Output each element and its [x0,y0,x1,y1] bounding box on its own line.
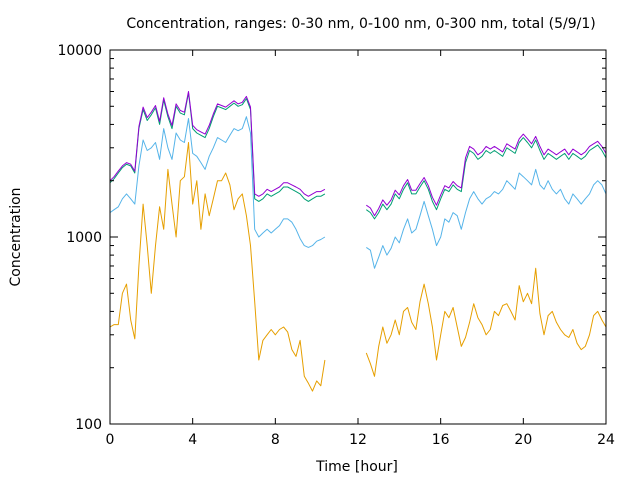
chart-title: Concentration, ranges: 0-30 nm, 0-100 nm… [126,16,595,32]
series-line-2 [366,168,607,269]
plot-area [109,91,607,392]
y-tick-label: 10000 [57,43,102,59]
y-tick-label: 100 [75,417,102,433]
x-tick-label: 0 [106,432,115,448]
x-tick-label: 16 [432,432,450,448]
x-axis-label: Time [hour] [315,459,398,475]
series-line-3 [366,137,607,220]
x-tick-label: 8 [271,432,280,448]
series-line-4 [109,91,326,197]
series-line-4 [366,133,607,217]
x-tick-label: 12 [349,432,367,448]
x-tick-label: 20 [514,432,532,448]
x-tick-label: 24 [597,432,615,448]
series-line-1 [365,267,607,377]
series-line-3 [109,92,326,202]
series-line-1 [109,142,326,392]
axes: 0 4 8 12 16 20 24 100 1000 10000 [57,43,615,448]
x-tick-label: 4 [188,432,197,448]
plot-frame [109,49,607,425]
y-tick-label: 1000 [66,230,102,246]
series-line-2 [109,116,326,248]
y-axis-label: Concentration [8,187,24,286]
